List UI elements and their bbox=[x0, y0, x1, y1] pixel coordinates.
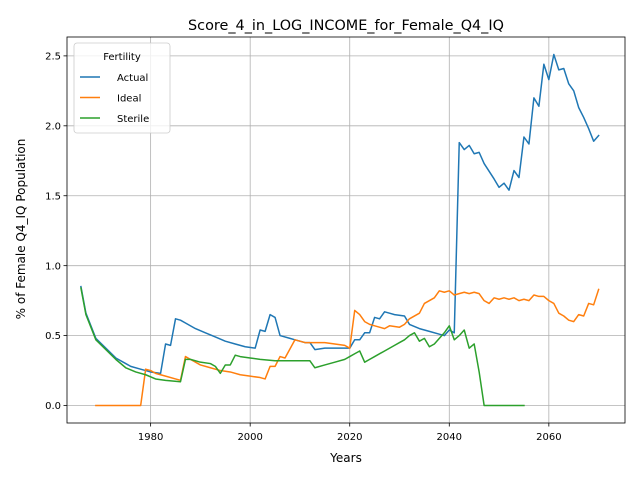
y-tick-label: 1.0 bbox=[45, 261, 61, 272]
x-tick-label: 2040 bbox=[437, 432, 462, 443]
plot-frame bbox=[66, 36, 626, 424]
series-line-ideal bbox=[95, 288, 600, 407]
series-lines bbox=[80, 53, 600, 407]
y-tick-label: 2.5 bbox=[45, 51, 61, 62]
legend-box bbox=[73, 42, 171, 134]
y-axis-label: % of Female Q4_IQ Population bbox=[14, 139, 28, 320]
legend-title: Fertility bbox=[103, 52, 141, 63]
x-tick-label: 2060 bbox=[536, 432, 561, 443]
legend-label-actual: Actual bbox=[117, 73, 148, 84]
y-tick-label: 0.0 bbox=[45, 401, 61, 412]
x-tick-label: 1980 bbox=[138, 432, 163, 443]
series-line-actual bbox=[80, 53, 600, 375]
x-axis-label: Years bbox=[329, 451, 362, 465]
axis-ticks: 1980 2000 2020 2040 2060 0.0 0.5 1.0 1.5 2.0 2.5 bbox=[45, 51, 561, 443]
y-tick-label: 0.5 bbox=[45, 331, 61, 342]
legend: Fertility Actual Ideal Sterile bbox=[73, 42, 171, 134]
chart-title: Score_4_in_LOG_INCOME_for_Female_Q4_IQ bbox=[188, 18, 504, 34]
x-tick-label: 2020 bbox=[337, 432, 362, 443]
y-tick-label: 2.0 bbox=[45, 121, 61, 132]
y-tick-label: 1.5 bbox=[45, 191, 61, 202]
legend-label-sterile: Sterile bbox=[117, 114, 149, 125]
grid bbox=[67, 37, 625, 423]
series-line-sterile bbox=[80, 287, 525, 407]
legend-label-ideal: Ideal bbox=[117, 94, 141, 105]
x-tick-label: 2000 bbox=[237, 432, 262, 443]
